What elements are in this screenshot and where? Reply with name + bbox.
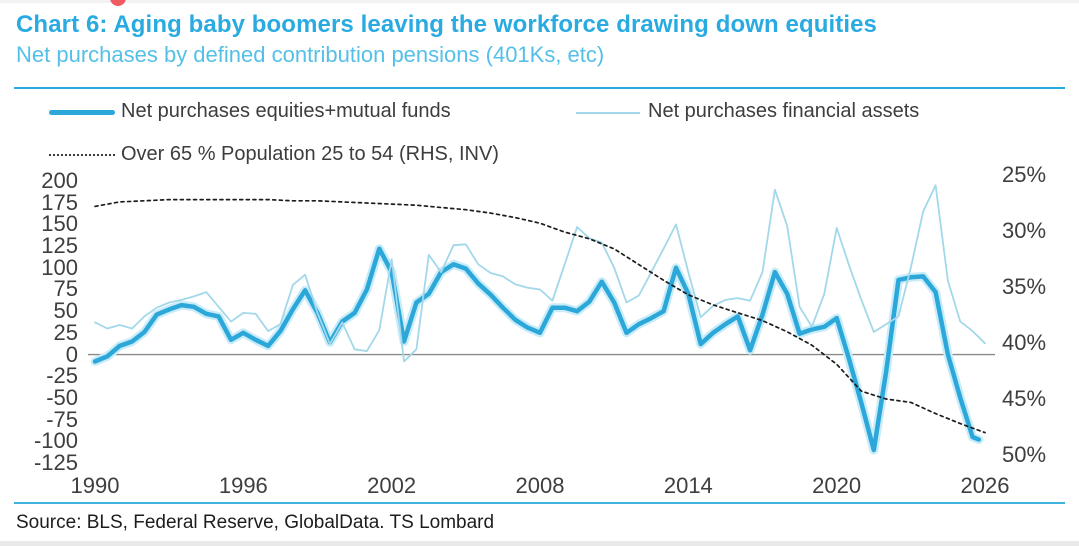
series-over65-population-rhs (94, 198, 986, 434)
legend-swatch-over65-dotted-line (49, 154, 115, 156)
right-axis-tick-35: 35% (1002, 274, 1047, 299)
left-axis-tick--50: -50 (46, 384, 78, 410)
left-axis-tick--125: -125 (33, 450, 78, 475)
legend-label-financial-assets: Net purchases financial assets (648, 100, 920, 122)
x-axis-tick-2008: 2008 (515, 473, 565, 498)
x-axis-tick-2020: 2020 (812, 473, 862, 498)
left-axis-tick-0: 0 (65, 341, 78, 367)
red-brand-dot (110, 0, 126, 6)
legend-label-equities: Net purchases equities+mutual funds (121, 100, 451, 122)
series-financial-assets (94, 184, 986, 363)
left-axis-tick--25: -25 (46, 363, 78, 389)
series-equities-mutual-funds (92, 246, 982, 453)
left-axis-tick-100: 100 (41, 254, 78, 280)
x-axis-tick-2026: 2026 (960, 473, 1010, 498)
chart-title: Chart 6: Aging baby boomers leaving the … (16, 11, 877, 38)
right-axis-tick-25: 25% (1002, 162, 1047, 187)
right-axis-tick-30: 30% (1002, 218, 1047, 243)
source-attribution: Source: BLS, Federal Reserve, GlobalData… (16, 512, 495, 533)
left-axis-tick--75: -75 (46, 406, 78, 432)
footer-divider-line (14, 502, 1065, 504)
x-axis-tick-1996: 1996 (218, 473, 268, 498)
legend-swatch-financial-assets-line (576, 112, 640, 114)
left-axis-tick-200: 200 (41, 168, 78, 193)
left-axis-tick-175: 175 (41, 189, 78, 215)
right-axis-tick-50: 50% (1002, 442, 1047, 467)
x-axis-tick-1990: 1990 (70, 473, 120, 498)
right-axis-tick-45: 45% (1002, 386, 1047, 411)
right-axis-tick-40: 40% (1002, 330, 1047, 355)
left-axis-tick-125: 125 (41, 233, 78, 259)
left-axis-tick--100: -100 (33, 428, 78, 454)
x-axis-tick-2014: 2014 (663, 473, 713, 498)
bottom-edge-strip (0, 541, 1079, 546)
x-axis-tick-2002: 2002 (367, 473, 417, 498)
left-axis-tick-75: 75 (53, 276, 78, 302)
legend-label-over65: Over 65 % Population 25 to 54 (RHS, INV) (121, 143, 499, 165)
legend-swatch-equities-line (49, 110, 115, 115)
chart-subtitle: Net purchases by defined contribution pe… (16, 42, 605, 67)
header-divider-line (14, 87, 1065, 89)
left-axis-tick-150: 150 (41, 211, 78, 237)
top-edge-strip (0, 0, 1079, 3)
left-axis-tick-25: 25 (53, 319, 78, 345)
left-axis-tick-50: 50 (53, 298, 78, 324)
